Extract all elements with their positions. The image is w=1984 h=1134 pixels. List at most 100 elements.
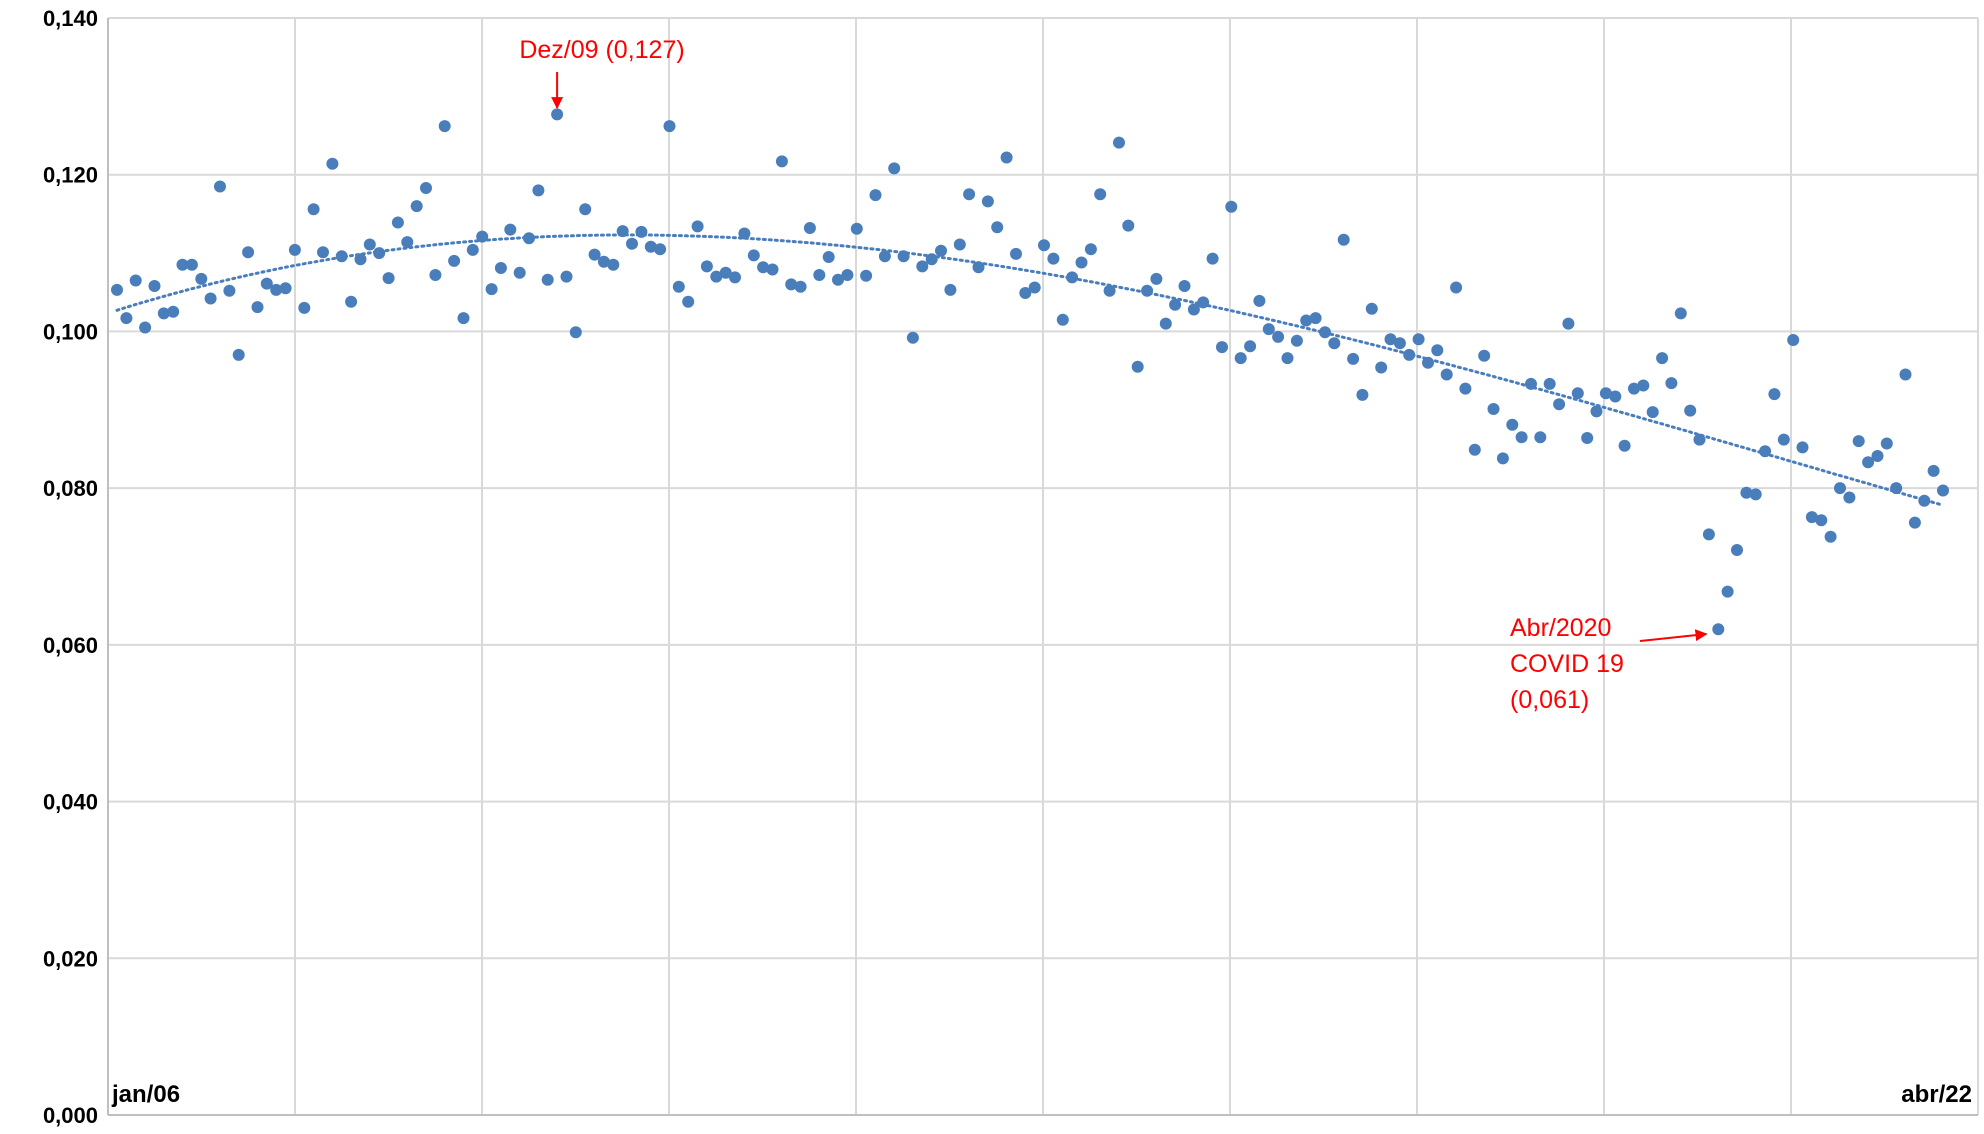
data-point bbox=[981, 195, 994, 208]
data-point bbox=[307, 203, 320, 216]
data-point bbox=[1796, 441, 1809, 454]
data-point bbox=[588, 248, 601, 261]
data-point bbox=[1637, 379, 1650, 392]
data-point bbox=[1496, 452, 1509, 465]
data-point bbox=[1759, 445, 1772, 458]
data-point bbox=[204, 292, 217, 305]
data-point bbox=[298, 301, 311, 314]
data-point bbox=[579, 203, 592, 216]
data-point bbox=[410, 200, 423, 213]
data-point bbox=[691, 220, 704, 233]
data-point bbox=[1431, 344, 1444, 357]
data-point bbox=[532, 184, 545, 197]
data-point bbox=[1515, 431, 1528, 444]
data-point bbox=[1056, 313, 1069, 326]
data-point bbox=[345, 295, 358, 308]
data-point bbox=[1899, 368, 1912, 381]
data-point bbox=[663, 120, 676, 133]
data-point bbox=[794, 280, 807, 293]
data-point bbox=[832, 273, 844, 286]
data-point bbox=[1534, 431, 1547, 444]
annotation-covid-line: Abr/2020 bbox=[1510, 614, 1611, 642]
data-point bbox=[719, 266, 732, 279]
data-point bbox=[1693, 433, 1706, 446]
data-point bbox=[382, 272, 395, 285]
data-point bbox=[1047, 252, 1060, 265]
data-point bbox=[953, 238, 966, 251]
data-point bbox=[232, 348, 245, 361]
data-point bbox=[906, 331, 919, 344]
data-point bbox=[878, 250, 891, 263]
y-tick-label: 0,100 bbox=[43, 319, 98, 344]
data-point bbox=[785, 278, 798, 291]
data-point bbox=[1918, 494, 1931, 507]
data-point bbox=[1337, 233, 1350, 246]
data-point bbox=[1525, 377, 1537, 390]
data-point bbox=[991, 221, 1004, 234]
data-point bbox=[729, 271, 741, 284]
data-point bbox=[1581, 432, 1594, 444]
data-point bbox=[523, 232, 535, 245]
data-point bbox=[1740, 486, 1753, 499]
data-point bbox=[1721, 585, 1734, 598]
trendline-group bbox=[115, 233, 1945, 507]
data-point bbox=[1244, 340, 1257, 353]
data-point bbox=[1384, 333, 1397, 346]
data-point bbox=[120, 312, 133, 325]
data-point bbox=[1506, 418, 1519, 431]
data-point bbox=[223, 284, 236, 297]
data-point bbox=[1937, 484, 1949, 497]
data-point bbox=[616, 225, 629, 238]
data-point bbox=[1365, 302, 1378, 315]
data-point bbox=[1075, 256, 1088, 269]
data-point bbox=[1197, 296, 1210, 309]
data-point bbox=[635, 225, 648, 238]
data-point bbox=[1880, 437, 1893, 450]
data-point bbox=[513, 266, 526, 279]
data-point bbox=[1440, 368, 1453, 381]
data-point bbox=[148, 280, 161, 292]
data-point bbox=[1113, 136, 1125, 149]
data-point bbox=[766, 263, 779, 276]
data-point bbox=[420, 182, 432, 194]
data-point bbox=[1712, 623, 1725, 636]
data-point bbox=[1927, 464, 1940, 477]
data-point bbox=[214, 180, 226, 193]
data-point bbox=[1253, 294, 1266, 307]
data-point bbox=[167, 305, 180, 318]
data-point bbox=[466, 243, 479, 256]
data-point bbox=[129, 274, 142, 287]
data-point bbox=[326, 157, 339, 170]
data-point bbox=[1702, 528, 1715, 541]
data-point bbox=[597, 255, 610, 268]
data-point bbox=[1862, 456, 1875, 469]
data-point bbox=[1028, 281, 1041, 294]
data-point bbox=[1038, 239, 1050, 252]
y-tick-label: 0,140 bbox=[43, 6, 98, 31]
data-point bbox=[935, 244, 947, 257]
data-point bbox=[700, 260, 713, 273]
data-point bbox=[560, 270, 573, 283]
data-point bbox=[1553, 398, 1566, 411]
data-point bbox=[682, 295, 695, 308]
data-point bbox=[1749, 488, 1762, 501]
data-point bbox=[803, 222, 816, 234]
data-point bbox=[813, 269, 826, 281]
data-point bbox=[260, 277, 273, 290]
data-point bbox=[1824, 530, 1837, 543]
data-point bbox=[888, 162, 901, 175]
data-point bbox=[963, 188, 976, 201]
data-point bbox=[860, 269, 873, 282]
data-point bbox=[1328, 337, 1341, 350]
data-point bbox=[1393, 337, 1406, 350]
data-point bbox=[1178, 280, 1191, 292]
data-point bbox=[775, 155, 788, 168]
data-point bbox=[1234, 352, 1247, 365]
data-point bbox=[1834, 482, 1846, 495]
data-point bbox=[1890, 482, 1903, 495]
data-point bbox=[1010, 247, 1022, 260]
data-point bbox=[1066, 271, 1079, 284]
data-point bbox=[111, 283, 123, 296]
data-point bbox=[1262, 323, 1275, 336]
